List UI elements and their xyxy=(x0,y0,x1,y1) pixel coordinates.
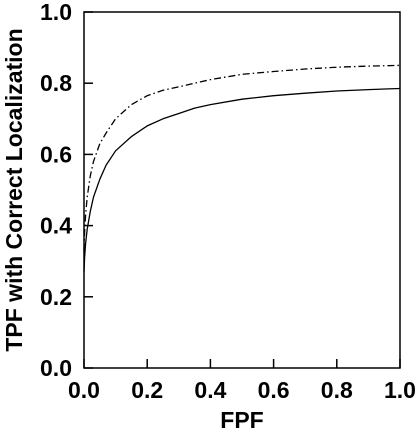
y-tick-label: 0.4 xyxy=(40,213,72,239)
x-tick-label: 0.2 xyxy=(131,377,163,403)
x-axis-title: FPF xyxy=(220,407,263,433)
y-tick-label: 0.0 xyxy=(40,355,72,381)
solid-roc-curve xyxy=(83,87,401,272)
x-tick-label: 0.0 xyxy=(68,377,100,403)
dash-dot-roc-curve xyxy=(83,64,401,251)
y-axis-ticks: 0.0 0.2 0.4 0.6 0.8 1.0 xyxy=(40,0,93,381)
x-axis-ticks: 0.0 0.2 0.4 0.6 0.8 1.0 xyxy=(68,359,416,403)
series-layer xyxy=(83,64,401,272)
x-tick-label: 0.4 xyxy=(194,377,226,403)
y-tick-label: 1.0 xyxy=(40,0,72,25)
plot-frame xyxy=(83,11,401,369)
x-tick-label: 0.6 xyxy=(258,377,290,403)
y-tick-label: 0.6 xyxy=(40,141,72,167)
x-tick-label: 0.8 xyxy=(321,377,353,403)
y-tick-label: 0.8 xyxy=(40,70,72,96)
y-tick-label: 0.2 xyxy=(40,284,72,310)
y-axis-title: TPF with Correct Localization xyxy=(1,28,27,351)
x-tick-label: 1.0 xyxy=(384,377,416,403)
